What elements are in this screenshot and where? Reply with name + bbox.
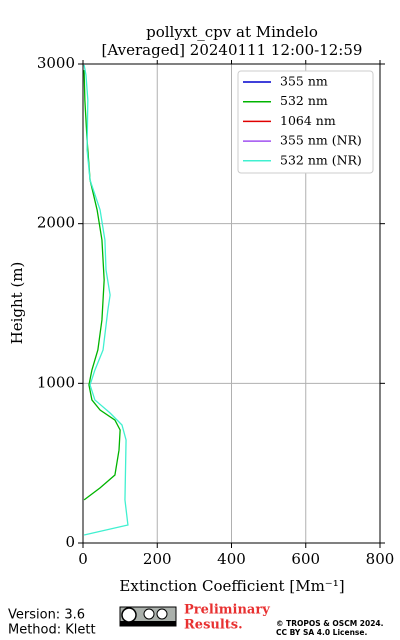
legend-label: 355 nm (NR) [280,133,362,148]
results: Results. [184,618,243,633]
legend-frame [237,70,374,174]
legend-label: 532 nm [280,93,328,108]
preliminary: Preliminary [184,603,270,618]
chart-subtitle: [Averaged] 20240111 12:00-12:59 [102,41,363,59]
legend-label: 532 nm (NR) [280,152,362,167]
plot-frame [82,63,381,544]
y-tick-label: 2000 [37,214,75,232]
legend-label: 355 nm [280,74,328,89]
x-tick-label: 600 [291,550,320,568]
y-tick-label: 3000 [37,54,75,72]
method: Method: Klett [8,623,96,638]
copyright: © TROPOS & OSCM 2024. [276,619,384,628]
x-tick-label: 0 [78,550,88,568]
x-tick-label: 400 [217,550,246,568]
version: Version: 3.6 [8,608,85,623]
profile-line [83,64,129,536]
cc-logo [119,606,177,627]
x-axis-label: Extinction Coefficient [Mm⁻¹] [119,577,344,595]
chart-title: pollyxt_cpv at Mindelo [146,23,318,41]
x-tick-label: 800 [366,550,395,568]
y-axis-label: Height (m) [8,262,26,345]
y-tick-label: 1000 [37,373,75,391]
license: CC BY SA 4.0 License. [276,628,367,637]
profile-line [83,70,121,501]
y-tick-label: 0 [65,533,75,551]
x-tick-label: 200 [143,550,172,568]
legend-label: 1064 nm [280,113,336,128]
